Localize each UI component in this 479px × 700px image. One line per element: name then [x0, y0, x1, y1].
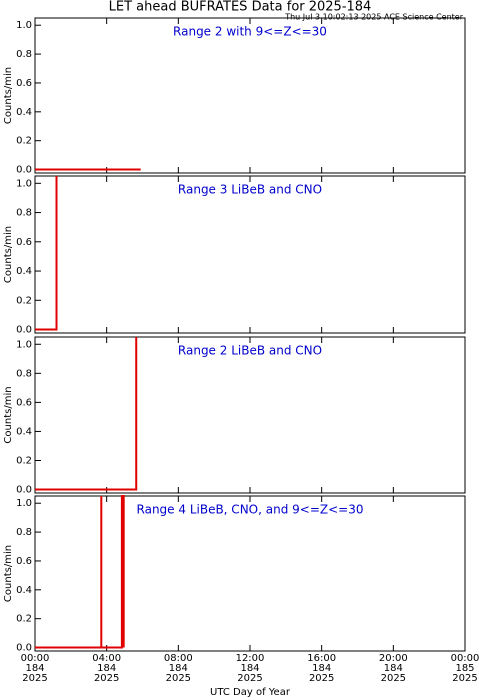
x-tick-day: 184	[169, 663, 188, 674]
y-tick-label: 0.4	[16, 107, 32, 118]
panel-frame	[34, 495, 466, 652]
y-tick-label: 0.4	[16, 266, 32, 277]
data-line	[35, 176, 58, 331]
annotation: Range 4 LiBeB, CNO, and 9<=Z<=30	[137, 503, 364, 517]
y-tick-label: 0.6	[16, 237, 32, 248]
y-axis-label: Counts/min	[3, 226, 14, 283]
y-tick-label: 0.8	[16, 49, 32, 60]
y-tick-label: 1.0	[16, 498, 32, 509]
annotation: Range 2 LiBeB and CNO	[178, 344, 322, 358]
chart-title: LET ahead BUFRATES Data for 2025-184	[109, 0, 372, 15]
x-tick-year: 2025	[94, 673, 119, 684]
x-tick-day: 184	[240, 663, 259, 674]
y-tick-label: 0.6	[16, 556, 32, 567]
x-tick-label: 04:00	[92, 653, 121, 664]
x-tick-year: 2025	[22, 673, 47, 684]
x-tick-day: 184	[25, 663, 44, 674]
y-tick-label: 0.8	[16, 527, 32, 538]
data-line	[35, 495, 125, 649]
y-tick-label: 0.8	[16, 208, 32, 219]
y-tick-label: 0.6	[16, 397, 32, 408]
x-tick-year: 2025	[166, 673, 191, 684]
x-tick-label: 12:00	[236, 653, 265, 664]
y-axis-label: Counts/min	[3, 67, 14, 124]
x-tick-label: 00:00	[451, 653, 479, 664]
x-axis-label: UTC Day of Year	[210, 687, 291, 698]
y-tick-label: 0.0	[16, 325, 32, 336]
y-tick-label: 0.2	[16, 136, 32, 147]
annotation: Range 2 with 9<=Z<=30	[173, 25, 327, 39]
y-tick-label: 1.0	[16, 178, 32, 189]
timestamp: Thu Jul 3 10:02:13 2025 ACE Science Cent…	[284, 13, 463, 22]
y-axis-label: Counts/min	[3, 545, 14, 602]
panel-frame	[34, 175, 466, 334]
y-tick-label: 0.0	[16, 165, 32, 176]
x-tick-day: 185	[455, 663, 474, 674]
x-tick-year: 2025	[381, 673, 406, 684]
x-tick-year: 2025	[237, 673, 262, 684]
y-tick-label: 0.0	[16, 485, 32, 496]
panel-frame	[34, 17, 466, 174]
panel-frame	[34, 336, 466, 494]
y-tick-label: 0.2	[16, 455, 32, 466]
x-tick-year: 2025	[452, 673, 477, 684]
y-tick-label: 0.8	[16, 368, 32, 379]
y-tick-label: 0.6	[16, 78, 32, 89]
x-tick-label: 00:00	[21, 653, 50, 664]
x-tick-label: 08:00	[164, 653, 193, 664]
x-tick-day: 184	[312, 663, 331, 674]
x-tick-day: 184	[384, 663, 403, 674]
annotation: Range 3 LiBeB and CNO	[178, 183, 322, 197]
data-line	[35, 337, 138, 491]
x-tick-year: 2025	[309, 673, 334, 684]
y-tick-label: 0.0	[16, 643, 32, 654]
y-tick-label: 0.2	[16, 295, 32, 306]
y-tick-label: 0.4	[16, 585, 32, 596]
y-tick-label: 1.0	[16, 20, 32, 31]
x-tick-label: 20:00	[379, 653, 408, 664]
y-tick-label: 0.4	[16, 426, 32, 437]
y-tick-label: 1.0	[16, 339, 32, 350]
y-tick-label: 0.2	[16, 614, 32, 625]
y-axis-label: Counts/min	[3, 386, 14, 443]
x-tick-label: 16:00	[307, 653, 336, 664]
x-tick-day: 184	[97, 663, 116, 674]
